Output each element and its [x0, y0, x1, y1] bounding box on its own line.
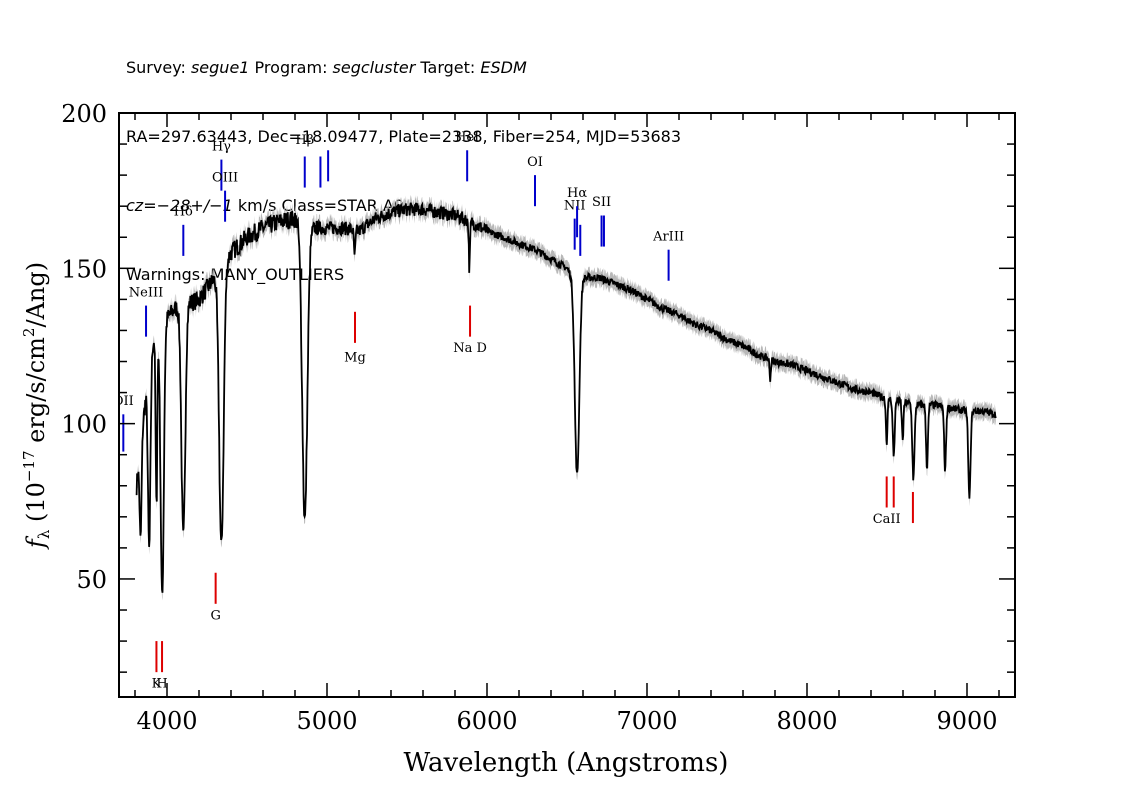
- x-axis-label: Wavelength (Angstroms): [404, 748, 729, 778]
- survey-value: segue1: [190, 58, 250, 77]
- y-tick-label: 100: [61, 411, 107, 439]
- absorption-line-label: Mg: [344, 351, 366, 366]
- x-tick-label: 9000: [936, 707, 997, 735]
- target-label: Target:: [415, 58, 481, 77]
- spectrum-header: Survey: segue1 Program: segcluster Targe…: [126, 10, 681, 309]
- emission-line-label: NeIII: [129, 285, 163, 300]
- absorption-line-label: K: [152, 677, 162, 692]
- emission-line-label: NII: [569, 723, 591, 738]
- survey-label: Survey:: [126, 58, 191, 77]
- emission-line-label: OIII: [212, 170, 238, 185]
- emission-line-label: Hα: [567, 186, 587, 201]
- x-tick-label: 6000: [456, 707, 517, 735]
- emission-line-label: Hδ: [174, 205, 193, 220]
- spectrum-line: [135, 201, 997, 593]
- x-tick-label: 4000: [136, 707, 197, 735]
- absorption-line-label: Na D: [453, 341, 487, 356]
- absorption-line-label: G: [210, 608, 220, 623]
- y-axis-label: fλ (10−17 erg/s/cm2/Ang): [20, 262, 53, 550]
- emission-line-label: ArIII: [652, 229, 684, 244]
- x-tick-label: 7000: [616, 707, 677, 735]
- header-line-2: RA=297.63443, Dec=18.09477, Plate=2338, …: [126, 127, 682, 146]
- y-tick-label: 200: [61, 100, 107, 128]
- program-label: Program:: [249, 58, 333, 77]
- target-value: ESDM: [480, 58, 527, 77]
- cz-value: cz=−28+/−1: [126, 196, 233, 215]
- absorption-line-label: H: [156, 677, 167, 692]
- error-band: [136, 195, 996, 601]
- emission-line-label: SII: [592, 195, 611, 210]
- y-tick-label: 50: [76, 566, 107, 594]
- emission-line-label: OI: [527, 155, 543, 170]
- program-value: segcluster: [332, 58, 416, 77]
- emission-line-label: OII: [113, 394, 134, 409]
- y-tick-label: 150: [61, 255, 107, 283]
- header-line-1: Survey: segue1 Program: segcluster Targe…: [126, 56, 681, 79]
- absorption-line-label: CaII: [873, 512, 901, 527]
- emission-line-label: Hβ: [295, 133, 314, 148]
- x-tick-label: 5000: [296, 707, 357, 735]
- emission-line-label: Hγ: [212, 139, 231, 154]
- emission-line-label: NII: [564, 198, 586, 213]
- x-tick-label: 8000: [776, 707, 837, 735]
- plot-frame: [118, 112, 1016, 698]
- emission-line-label: HeI: [455, 130, 479, 145]
